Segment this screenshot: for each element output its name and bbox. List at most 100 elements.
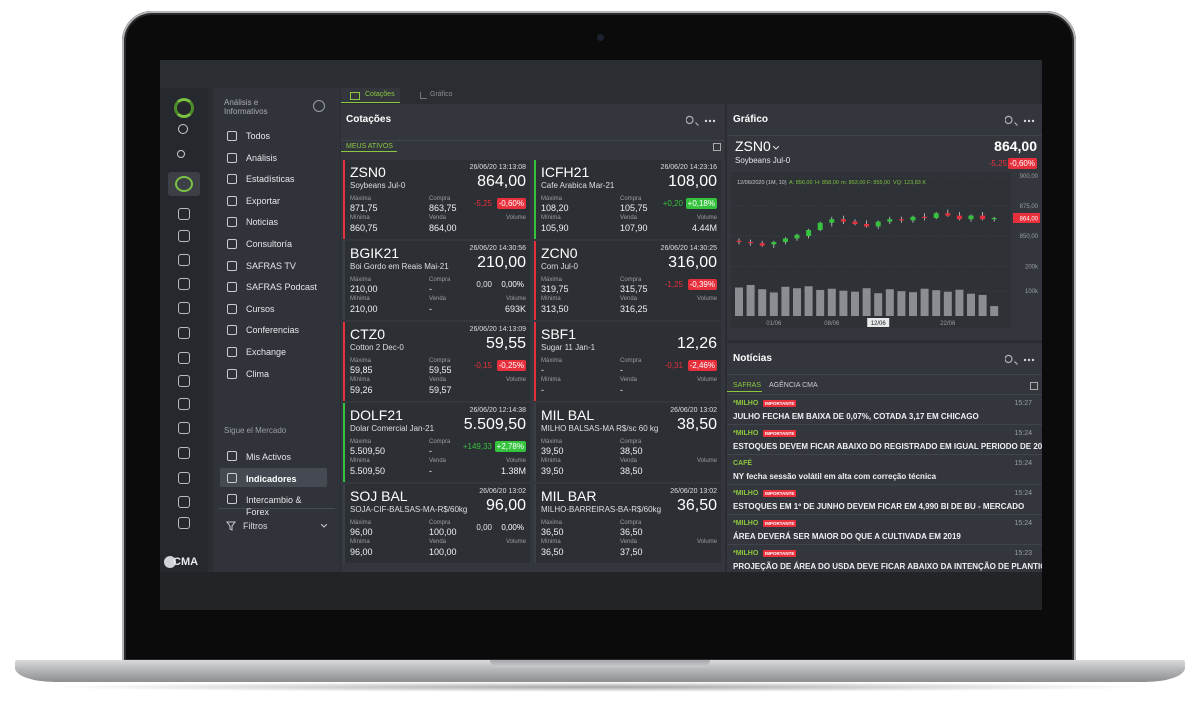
change-pct: +0,18% <box>685 198 717 209</box>
menu-item[interactable]: Todos <box>246 131 271 141</box>
quote-card[interactable]: ICFH21 26/06/20 14:23:16 Cafe Arabica Mar-… <box>534 160 721 239</box>
logo[interactable] <box>174 98 194 118</box>
menu-item[interactable]: Estadísticas <box>246 174 295 185</box>
news-time: 15:24 <box>1014 460 1032 467</box>
quote-card[interactable]: BGIK21 26/06/20 14:30:56 Boi Gordo em Reai… <box>343 241 530 320</box>
menu-item[interactable]: Consultoría <box>246 239 293 249</box>
sell: 316,25 <box>620 304 648 314</box>
quote-card[interactable]: SOJ BAL 26/06/20 13:02 SOJA-CIF-BALSAS-MA-… <box>343 484 530 563</box>
symbol-name: Soybeans Jul-0 <box>350 181 406 190</box>
rail-icon[interactable] <box>178 254 190 266</box>
chevron <box>773 146 779 150</box>
calendar-icon[interactable] <box>713 143 721 151</box>
rail-icon[interactable] <box>178 398 190 410</box>
news-tab[interactable]: SAFRAS <box>733 382 762 389</box>
tab-label[interactable]: Gráfico <box>430 91 453 98</box>
news-tag: *MILHO <box>733 490 759 497</box>
quote-card[interactable]: DOLF21 26/06/20 12:14:38 Dolar Comercial J… <box>343 403 530 482</box>
time: 26/06/20 13:13:08 <box>469 164 526 171</box>
menu-item[interactable]: Clima <box>246 368 270 379</box>
menu-item[interactable]: Mis Activos <box>246 452 292 462</box>
news-item[interactable]: *MILHO IMPORTANTE 15:24 ESTOQUES DEVEM FICA… <box>727 424 1042 454</box>
news-panel: Notícias SAFRAS AGÊNCIA CMA *MILHO IMPORT… <box>727 343 1042 572</box>
rail-icon[interactable] <box>178 375 190 387</box>
price: 59,55 <box>485 335 526 352</box>
field-label: Venda <box>620 296 638 302</box>
volume-bar <box>909 292 917 316</box>
quote-card[interactable]: MIL BAR 26/06/20 13:02 MILHO-BARREIRAS-BA-… <box>534 484 721 563</box>
rail-icon[interactable] <box>178 278 190 290</box>
field-label: Compra <box>429 277 451 283</box>
quote-card[interactable]: SBF1 Sugar 11 Jan-1 12,26 Máxima Compra Mínim… <box>534 322 721 401</box>
menu-item[interactable]: Cursos <box>246 303 275 314</box>
news-item[interactable]: *MILHO IMPORTANTE 15:24 ÁREA DEVERÁ SER MAI… <box>727 514 1042 544</box>
icon-shape <box>1005 354 1018 365</box>
rail-icon[interactable] <box>178 230 190 242</box>
quote-card[interactable]: MIL BAL 26/06/20 13:02 MILHO BALSAS-MA R$/… <box>534 403 721 482</box>
divider <box>727 135 1042 136</box>
field-label: Máxima <box>541 520 563 526</box>
rail-icon[interactable] <box>178 447 190 459</box>
price: 864,00 <box>994 138 1037 154</box>
menu-item[interactable]: Intercambio & Forex <box>246 495 302 518</box>
menu-title: Análisis e Informativos <box>224 98 268 116</box>
rail-icon[interactable] <box>178 208 190 220</box>
news-item[interactable]: *MILHO IMPORTANTE 15:24 ESTOQUES EM 1º DE J… <box>727 484 1042 514</box>
dot <box>1027 119 1031 123</box>
subtab-underline <box>341 136 397 152</box>
rail-icon[interactable] <box>178 302 190 314</box>
news-tab[interactable]: AGÊNCIA CMA <box>769 382 818 389</box>
menu-item[interactable]: Exportar <box>246 195 281 206</box>
buy: - <box>429 284 432 294</box>
tab-label[interactable]: Cotações <box>365 91 395 98</box>
ohlc-info: H: 858,00 <box>815 180 839 186</box>
buy: 105,75 <box>620 203 648 213</box>
menu-item[interactable]: Conferencias <box>246 325 300 336</box>
min: - <box>541 385 544 395</box>
time: 26/06/20 14:30:25 <box>660 245 717 252</box>
field-label: Volume <box>505 296 526 302</box>
symbol: MIL BAR <box>541 488 597 504</box>
news-item[interactable]: *MILHO IMPORTANTE 15:27 JULHO FECHA EM BAIX… <box>727 394 1042 424</box>
more-icon[interactable] <box>1021 352 1037 368</box>
news-headline: ESTOQUES EM 1º DE JUNHO DEVEM FICAR EM 4… <box>733 502 1025 511</box>
more-icon[interactable] <box>702 113 718 129</box>
rail-icon[interactable] <box>178 472 190 484</box>
candle-body <box>759 243 765 246</box>
more-icon[interactable] <box>1021 113 1037 129</box>
volume-bar <box>932 290 941 316</box>
change: -5,25 <box>473 199 492 208</box>
active-icon[interactable] <box>175 176 193 192</box>
calendar-icon[interactable] <box>1030 382 1038 390</box>
rail-icon[interactable] <box>178 352 190 364</box>
rail-icon[interactable] <box>178 422 190 434</box>
menu-item[interactable]: Exchange <box>246 347 287 357</box>
user-icon[interactable] <box>177 150 185 158</box>
search-icon[interactable] <box>1005 352 1021 368</box>
volume-bar <box>920 288 929 316</box>
symbol[interactable]: ZSN0 <box>735 138 771 154</box>
news-item[interactable]: *MILHO IMPORTANTE 15:23 PROJEÇÃO DE ÁREA DO… <box>727 544 1042 572</box>
candle-body <box>933 213 939 218</box>
tab-icon <box>350 92 360 100</box>
menu-item[interactable]: Indicadores <box>246 473 297 484</box>
quote-card[interactable]: ZCN0 26/06/20 14:30:25 Corn Jul-0 316,00 Máx… <box>534 241 721 320</box>
menu-item[interactable]: Noticias <box>246 217 279 228</box>
menu-item[interactable]: Análisis <box>246 152 278 163</box>
rail-icon[interactable] <box>178 517 190 529</box>
news-item[interactable]: CAFÉ 15:24 NY fecha sessão volátil em alta… <box>727 454 1042 484</box>
quote-card[interactable]: CTZ0 26/06/20 14:13:09 Cotton 2 Dec-0 59,55… <box>343 322 530 401</box>
settings-icon[interactable] <box>313 100 325 112</box>
quote-card[interactable]: ZSN0 26/06/20 13:13:08 Soybeans Jul-0 864,0… <box>343 160 530 239</box>
rail-icon[interactable] <box>178 496 190 508</box>
rail-icon[interactable] <box>178 327 190 339</box>
x-tick-label: 08/06 <box>824 321 840 327</box>
field-label: Compra <box>620 520 642 526</box>
subtab[interactable]: MEUS ATIVOS <box>346 143 393 150</box>
search-icon[interactable] <box>1005 113 1021 129</box>
menu-item[interactable]: SAFRAS TV <box>246 260 296 271</box>
menu-item[interactable]: SAFRAS Podcast <box>246 282 318 293</box>
filter-label[interactable]: Filtros <box>243 521 268 531</box>
search-icon[interactable] <box>686 113 702 129</box>
